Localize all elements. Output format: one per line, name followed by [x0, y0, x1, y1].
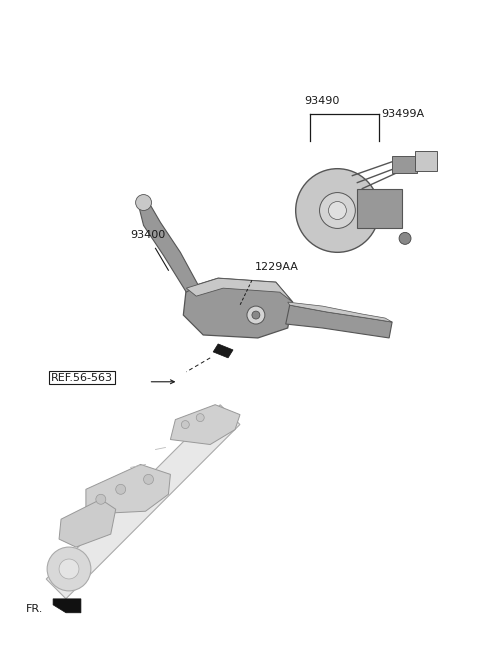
Polygon shape: [53, 599, 81, 613]
Circle shape: [328, 202, 347, 219]
Circle shape: [196, 414, 204, 422]
Polygon shape: [288, 302, 392, 322]
Circle shape: [252, 311, 260, 319]
Polygon shape: [86, 464, 170, 514]
Text: FR.: FR.: [26, 604, 44, 614]
Circle shape: [96, 494, 106, 505]
Circle shape: [181, 420, 189, 428]
Polygon shape: [183, 278, 293, 338]
Circle shape: [116, 484, 126, 494]
Circle shape: [136, 194, 152, 210]
Text: 93490: 93490: [305, 96, 340, 106]
Polygon shape: [46, 405, 240, 599]
Circle shape: [296, 169, 379, 252]
Text: REF.56-563: REF.56-563: [51, 373, 113, 383]
Text: 93400: 93400: [131, 231, 166, 240]
Circle shape: [144, 474, 154, 484]
Polygon shape: [286, 305, 392, 338]
Polygon shape: [357, 189, 402, 229]
Polygon shape: [170, 405, 240, 445]
Polygon shape: [59, 499, 116, 547]
Circle shape: [47, 547, 91, 591]
Polygon shape: [213, 344, 233, 358]
Text: 93499A: 93499A: [381, 109, 424, 119]
Polygon shape: [186, 278, 293, 302]
Polygon shape: [415, 150, 437, 171]
Circle shape: [59, 559, 79, 579]
Polygon shape: [392, 156, 417, 173]
Circle shape: [320, 193, 355, 229]
Circle shape: [399, 233, 411, 244]
Polygon shape: [139, 198, 198, 292]
Text: 1229AA: 1229AA: [255, 262, 299, 272]
Circle shape: [247, 306, 265, 324]
